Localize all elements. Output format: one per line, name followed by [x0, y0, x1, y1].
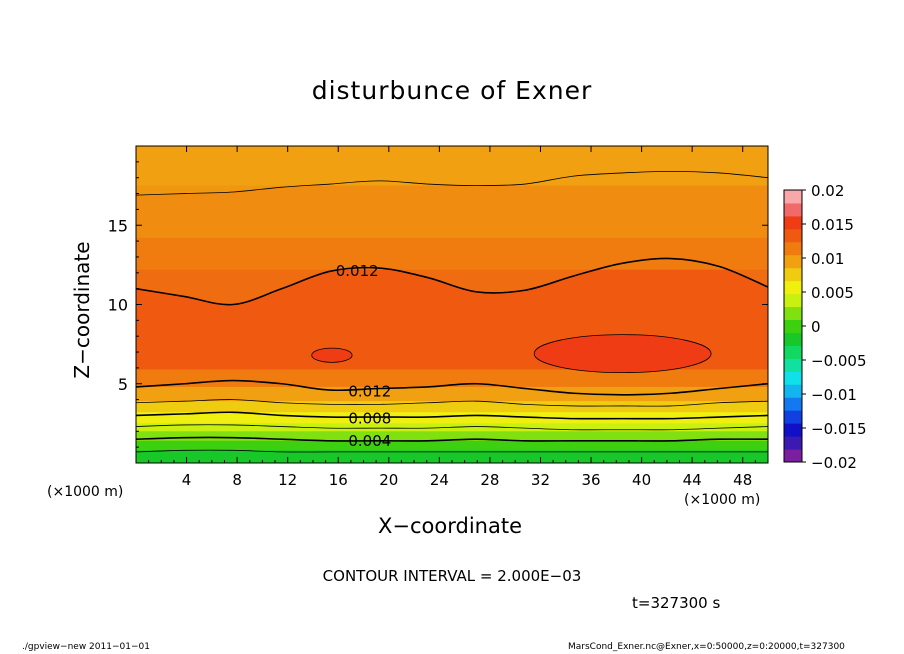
colorbar-segment-15: [784, 254, 802, 269]
x-tick-label-7: 32: [531, 471, 550, 489]
y-tick-label-2: 15: [108, 216, 128, 235]
colorbar-segment-14: [784, 267, 802, 282]
x-tick-label-6: 28: [480, 471, 499, 489]
colorbar-segment-13: [784, 280, 802, 295]
colorbar-segment-7: [784, 358, 802, 372]
x-tick-label-9: 40: [632, 471, 651, 489]
contour-interval: CONTOUR INTERVAL = 2.000E−03: [322, 567, 582, 585]
y-axis-label: Z−coordinate: [70, 241, 94, 379]
colorbar-segment-20: [784, 190, 802, 204]
time-stamp: t=327300 s: [632, 594, 721, 612]
x-tick-label-0: 4: [182, 471, 192, 489]
colorbar-tick-label-2: 0.01: [811, 250, 844, 268]
colorbar-segment-10: [784, 319, 802, 333]
contour-line-0: [136, 170, 768, 196]
x-tick-label-8: 36: [581, 471, 600, 489]
x-tick-label-1: 8: [232, 471, 242, 489]
colorbar-segment-9: [784, 332, 802, 346]
x-tick-label-3: 16: [329, 471, 348, 489]
colorbar-segment-16: [784, 241, 802, 256]
colorbar-segment-6: [784, 371, 802, 385]
colorbar-segment-2: [784, 423, 802, 437]
colorbar-segment-18: [784, 215, 802, 230]
colorbar-tick-label-4: 0: [811, 318, 821, 336]
contour-line-7: [136, 449, 768, 453]
contour-lines: [136, 170, 768, 453]
upper-band-1: [136, 146, 768, 305]
contour-line-3: [136, 399, 768, 407]
x-unit-right: (×1000 m): [684, 492, 761, 508]
x-tick-label-4: 20: [379, 471, 398, 489]
colorbar-segment-12: [784, 293, 802, 308]
footer-right: MarsCond_Exner.nc@Exner,x=0:50000,z=0:20…: [568, 642, 845, 652]
colorbar-tick-label-8: −0.02: [811, 454, 857, 472]
colorbar-segment-19: [784, 202, 802, 217]
colorbar-segment-0: [784, 449, 802, 463]
maximum-region-1: [311, 347, 353, 363]
contour-label-2: 0.008: [348, 410, 391, 428]
footer-left: ./gpview−new 2011−01−01: [22, 642, 150, 652]
contour-label-1: 0.012: [348, 383, 391, 401]
contour-labels: 0.012 0.012 0.008 0.004: [336, 262, 392, 450]
x-tick-label-11: 48: [733, 471, 752, 489]
y-tick-label-1: 10: [108, 296, 128, 315]
colorbar-tick-label-3: 0.005: [811, 284, 854, 302]
x-tick-label-2: 12: [278, 471, 297, 489]
colorbar-tick-label-7: −0.015: [811, 420, 867, 438]
contour-line-6: [136, 436, 768, 442]
colorbar: 0.02 0.015 0.01 0.005 0 −0.005 −0.01 −0.015 −0.0…: [783, 182, 867, 472]
colorbar-segment-4: [784, 397, 802, 411]
y-tick-label-0: 5: [118, 375, 128, 394]
contour-line-5: [136, 424, 768, 431]
contour-line-1: [136, 257, 768, 306]
x-axis-label: X−coordinate: [378, 514, 522, 538]
colorbar-segment-17: [784, 228, 802, 243]
colorbar-segment-1: [784, 436, 802, 450]
x-tick-label-5: 24: [430, 471, 449, 489]
colorbar-segment-5: [784, 384, 802, 398]
chart-title: disturbunce of Exner: [311, 76, 593, 105]
colorbar-segment-3: [784, 410, 802, 424]
contour-label-0: 0.012: [336, 262, 379, 280]
contour-line-2: [136, 379, 768, 396]
colorbar-tick-label-0: 0.02: [811, 182, 844, 200]
x-tick-label-10: 44: [683, 471, 702, 489]
colorbar-tick-label-1: 0.015: [811, 216, 854, 234]
colorbar-segment-11: [784, 306, 802, 321]
colorbar-tick-label-5: −0.005: [811, 352, 867, 370]
contour-label-3: 0.004: [348, 432, 391, 450]
contour-line-4: [136, 411, 768, 420]
colorbar-segment-8: [784, 345, 802, 359]
colorbar-tick-label-6: −0.01: [811, 386, 857, 404]
maximum-region-0: [533, 334, 712, 374]
x-unit-left: (×1000 m): [47, 484, 124, 500]
